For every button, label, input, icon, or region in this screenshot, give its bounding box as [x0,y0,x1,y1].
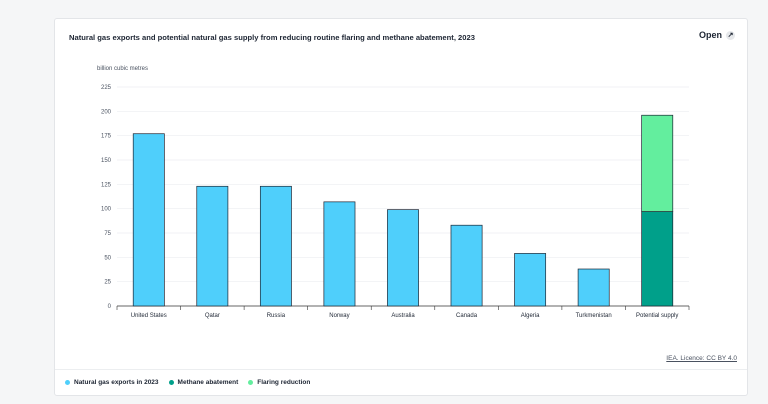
bar [132,133,165,307]
y-axis-title: billion cubic metres [97,66,148,72]
legend-item[interactable]: Methane abatement [168,379,239,386]
legend-label: Methane abatement [177,379,239,386]
bar [514,253,547,307]
y-tick-label: 125 [101,182,112,188]
bar [577,268,610,307]
y-tick-label: 50 [104,255,111,261]
legend-swatch [65,380,70,385]
x-tick-label: Canada [456,313,478,319]
open-label: Open [698,30,722,40]
y-tick-label: 100 [101,207,112,213]
bar [387,209,419,307]
bar [196,185,229,307]
y-tick-label: 175 [101,134,112,140]
x-tick-label: Potential supply [636,313,678,319]
licence-link[interactable]: IEA. Licence: CC BY 4.0 [666,355,737,362]
y-tick-label: 75 [104,231,111,237]
chart-legend: Natural gas exports in 2023 Methane abate… [65,379,310,386]
x-tick-label: Russia [267,313,286,319]
x-tick-label: Australia [391,313,415,319]
legend-divider [55,369,747,370]
y-tick-label: 25 [104,280,111,286]
y-tick-label: 0 [108,304,112,310]
legend-label: Natural gas exports in 2023 [74,379,159,386]
legend-item[interactable]: Natural gas exports in 2023 [65,379,159,386]
x-tick-label: United States [131,313,167,319]
x-tick-label: Qatar [205,313,220,319]
y-tick-label: 200 [101,109,112,115]
legend-item[interactable]: Flaring reduction [248,379,310,386]
x-tick-label: Turkmenistan [576,313,612,319]
bar [259,185,292,307]
bar [641,211,674,307]
bar [641,114,674,212]
y-tick-label: 225 [101,85,112,91]
x-tick-label: Algeria [521,313,540,319]
legend-swatch [168,380,174,385]
expand-icon: ↗ [726,30,735,40]
y-tick-label: 150 [101,158,112,164]
bar-chart: billion cubic metres 0 25 50 75 100 125 150 175 2… [97,66,690,319]
bar [450,224,483,307]
x-tick-label: Norway [329,313,349,319]
bar [323,201,356,307]
legend-swatch [248,380,254,385]
chart-card: Natural gas exports and potential natura… [54,18,748,396]
legend-label: Flaring reduction [257,379,311,386]
open-button[interactable]: Open ↗ [699,30,735,40]
chart-title: Natural gas exports and potential natura… [69,33,475,42]
